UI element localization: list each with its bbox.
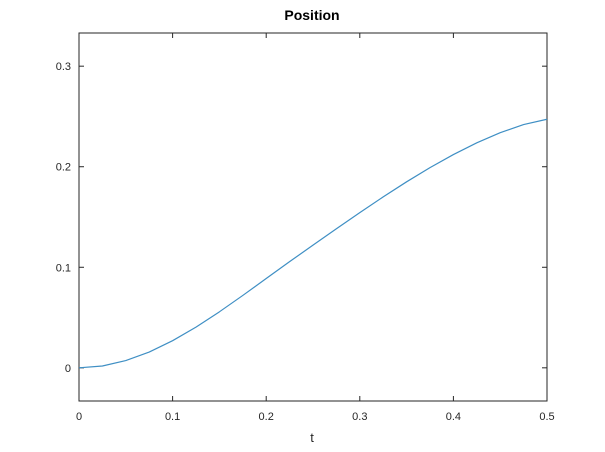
x-tick-label: 0.2: [259, 411, 274, 423]
x-tick-label: 0.3: [352, 411, 367, 423]
y-tick-label: 0.3: [56, 61, 71, 73]
y-tick-label: 0.2: [56, 162, 71, 174]
series-line: [78, 118, 548, 369]
x-tick-label: 0: [76, 411, 82, 423]
y-tick-label: 0: [65, 363, 71, 375]
chart-title: Position: [284, 7, 339, 23]
axes-box: [78, 32, 548, 402]
x-tick-label: 0.1: [165, 411, 180, 423]
x-tick-label: 0.4: [446, 411, 461, 423]
plot-area: 0 0.1 0.2 0.3 0.4 0.5 0 0.1 0.2 0.3: [56, 32, 555, 423]
y-tick-label: 0.1: [56, 262, 71, 274]
x-axis-label: t: [310, 430, 314, 445]
x-tick-label: 0.5: [539, 411, 554, 423]
